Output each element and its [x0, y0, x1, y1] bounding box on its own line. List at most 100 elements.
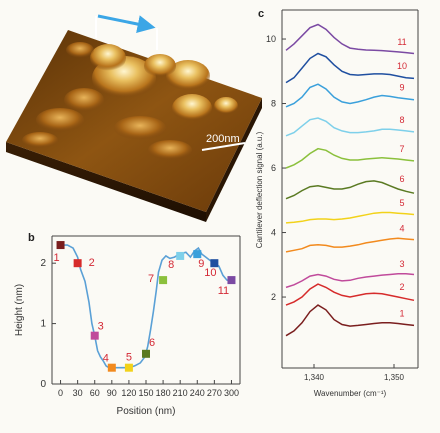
y-tick-label: 1 — [40, 319, 46, 330]
y-tick-label: 4 — [271, 228, 276, 238]
scale-bar-label: 200nm — [206, 133, 240, 145]
scale-bar: 200nm — [201, 133, 246, 151]
afm-bump — [64, 88, 104, 112]
spectrum-2 — [285, 283, 415, 306]
spectrum-9 — [285, 83, 415, 108]
marker-2 — [73, 259, 82, 268]
spectra-series — [285, 23, 415, 337]
spectrum-label-11: 11 — [397, 37, 406, 47]
height-profile-line — [60, 244, 232, 369]
marker-4 — [107, 363, 116, 372]
scale-bar-line — [201, 142, 246, 151]
afm-bump — [148, 140, 192, 160]
spectrum-4 — [285, 237, 415, 253]
x-tick-label: 60 — [90, 388, 100, 398]
spectra-labels: 1 2 3 4 5 6 7 8 9 10 11 — [397, 37, 407, 319]
afm-peak — [214, 97, 238, 115]
marker-label-5: 5 — [126, 352, 132, 364]
marker-6 — [142, 349, 150, 358]
spectrum-6 — [285, 180, 415, 200]
panel-b-height-profile: b 012 0 30 60 90 120 150 180 210 240 270 300 1 234 5… — [14, 232, 241, 417]
afm-peak — [90, 44, 126, 72]
x-tick-label: 1,340 — [304, 373, 325, 382]
x-tick-label: 240 — [190, 388, 205, 398]
marker-label-11: 11 — [218, 285, 229, 297]
panel-label-b: b — [28, 232, 35, 244]
x-ticks: 1,340 1,350 — [304, 364, 405, 382]
y-axis-label: Height (nm) — [14, 284, 25, 336]
afm-bump — [114, 116, 166, 140]
afm-peaks — [22, 42, 238, 160]
spectrum-8 — [285, 117, 415, 137]
afm-bump — [22, 132, 58, 148]
y-tick-label: 8 — [271, 99, 276, 109]
afm-bump — [36, 108, 84, 132]
spectrum-label-6: 6 — [399, 174, 404, 184]
x-tick-label: 270 — [207, 388, 222, 398]
marker-label-10: 10 — [204, 267, 216, 279]
y-axis-label: Cantilever deflection signal (a.u.) — [255, 131, 264, 248]
x-tick-label: 120 — [121, 388, 136, 398]
x-ticks: 0 30 60 90 120 150 180 210 240 270 300 — [58, 380, 239, 398]
spectrum-1 — [285, 304, 415, 337]
x-axis-label: Wavenumber (cm⁻¹) — [314, 389, 387, 398]
line-scan-indicator — [95, 14, 158, 50]
marker-label-6: 6 — [149, 337, 155, 349]
x-tick-label: 210 — [173, 388, 188, 398]
spectrum-label-10: 10 — [397, 61, 407, 71]
afm-peak — [144, 54, 176, 78]
afm-surface-side-right — [206, 98, 262, 222]
panel-c-spectra: c 2 4 6 8 10 1,340 1,350 1 2 3 4 5 6 7 8 9 10 11 Cantil… — [255, 8, 419, 398]
spectrum-label-2: 2 — [399, 282, 404, 292]
y-tick-label: 0 — [40, 379, 46, 390]
afm-surface-side — [6, 142, 206, 222]
y-tick-label: 2 — [40, 258, 46, 269]
spectrum-label-8: 8 — [399, 115, 404, 125]
spectrum-label-5: 5 — [399, 198, 404, 208]
marker-label-3: 3 — [98, 321, 104, 333]
spectrum-5 — [285, 211, 415, 224]
marker-label-9: 9 — [198, 258, 204, 270]
afm-bump — [66, 42, 94, 58]
marker-1 — [56, 241, 65, 250]
y-ticks: 0 1 2 — [40, 258, 56, 390]
x-tick-label: 150 — [138, 388, 153, 398]
x-axis-label: Position (nm) — [117, 406, 176, 417]
marker-11 — [227, 276, 236, 285]
marker-label-1: 1 — [53, 252, 59, 264]
x-tick-label: 1,350 — [384, 373, 405, 382]
panel-a-afm-topography: 200nm — [6, 14, 262, 222]
marker-7 — [159, 276, 168, 285]
spectrum-label-3: 3 — [399, 259, 404, 269]
marker-10 — [210, 259, 219, 268]
scan-direction-arrow — [97, 14, 156, 33]
spectrum-7 — [285, 147, 415, 169]
marker-label-4: 4 — [103, 353, 109, 365]
marker-label-8: 8 — [168, 259, 174, 271]
spectrum-label-9: 9 — [399, 83, 404, 93]
y-tick-label: 6 — [271, 163, 276, 173]
x-tick-label: 300 — [224, 388, 239, 398]
spectrum-10 — [285, 52, 415, 84]
x-tick-label: 30 — [73, 388, 83, 398]
y-tick-label: 2 — [271, 292, 276, 302]
spectrum-3 — [285, 273, 415, 289]
marker-5 — [124, 363, 133, 372]
marker-label-2: 2 — [89, 257, 95, 269]
afm-peak — [166, 60, 210, 92]
spectrum-label-7: 7 — [399, 144, 404, 154]
y-tick-label: 10 — [266, 34, 276, 44]
spectrum-label-1: 1 — [399, 308, 404, 318]
x-tick-label: 180 — [156, 388, 171, 398]
marker-label-7: 7 — [148, 273, 154, 285]
marker-3 — [90, 331, 99, 340]
spectrum-11 — [285, 23, 415, 55]
panel-label-c: c — [258, 8, 264, 20]
x-tick-label: 0 — [58, 388, 63, 398]
y-ticks: 2 4 6 8 10 — [266, 34, 286, 302]
spectrum-label-4: 4 — [399, 223, 404, 233]
marker-8 — [176, 251, 185, 260]
marker-9 — [193, 250, 202, 259]
